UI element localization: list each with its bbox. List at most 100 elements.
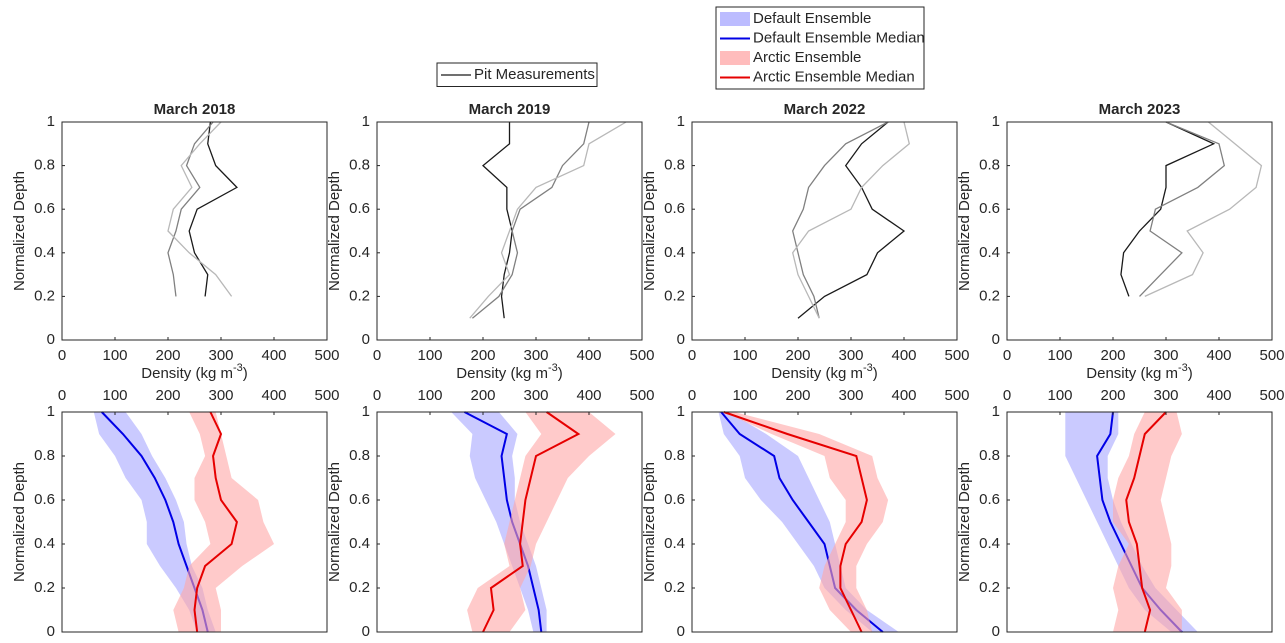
x-tick-label: 100: [732, 387, 757, 404]
x-tick-label: 100: [1047, 387, 1072, 404]
y-tick-label: 0.8: [664, 447, 685, 464]
y-tick-label: 0.6: [979, 200, 1000, 217]
x-tick-label: 200: [470, 347, 495, 364]
x-tick-label: 500: [944, 347, 969, 364]
axes-box: [61, 121, 328, 341]
y-tick-label: 1: [677, 403, 685, 420]
y-tick-label: 0.2: [349, 287, 370, 304]
y-tick-label: 0.4: [664, 535, 685, 552]
axes-box: [61, 411, 328, 633]
x-tick-label: 300: [1153, 387, 1178, 404]
y-tick-label: 0: [677, 623, 685, 640]
x-tick-label: 200: [155, 347, 180, 364]
y-tick-label: 0.6: [664, 491, 685, 508]
x-tick-label: 200: [470, 387, 495, 404]
y-tick-label: 0.4: [979, 535, 1000, 552]
x-tick-label: 100: [102, 347, 127, 364]
ensemble-band: [723, 412, 889, 632]
y-tick-label: 1: [677, 113, 685, 130]
panel-title: March 2018: [154, 101, 236, 118]
x-tick-label: 200: [1100, 387, 1125, 404]
y-axis-label: Normalized Depth: [641, 171, 658, 291]
axes-box: [1006, 411, 1273, 633]
y-tick-label: 0.4: [34, 535, 55, 552]
median-line: [193, 411, 238, 633]
y-axis-label: Normalized Depth: [326, 462, 343, 582]
x-tick-label: 300: [838, 387, 863, 404]
pit-line: [167, 121, 214, 297]
y-tick-label: 0: [362, 623, 370, 640]
legend-swatch: [720, 51, 750, 65]
y-tick-label: 0: [677, 331, 685, 348]
y-tick-label: 0.6: [664, 200, 685, 217]
x-tick-label: 0: [688, 347, 696, 364]
x-label-sup: -3: [233, 362, 243, 374]
x-label-end: ): [873, 365, 878, 382]
x-tick-label: 500: [629, 347, 654, 364]
y-tick-label: 0.4: [349, 535, 370, 552]
x-tick-label: 400: [891, 387, 916, 404]
pit-line: [791, 121, 911, 319]
y-tick-label: 0.8: [979, 157, 1000, 174]
x-tick-label: 500: [1259, 387, 1284, 404]
y-axis-label: Normalized Depth: [956, 171, 973, 291]
y-tick-label: 0: [362, 331, 370, 348]
x-tick-label: 400: [1206, 347, 1231, 364]
legend-label: Default Ensemble Median: [753, 29, 925, 46]
x-tick-label: 100: [1047, 347, 1072, 364]
y-tick-label: 0.2: [664, 287, 685, 304]
y-tick-label: 0.4: [349, 244, 370, 261]
x-tick-label: 200: [1100, 347, 1125, 364]
y-tick-label: 0.8: [979, 447, 1000, 464]
x-tick-label: 300: [208, 347, 233, 364]
legend-swatch: [720, 12, 750, 26]
x-axis-label: Density (kg m-3): [1086, 362, 1192, 382]
axes-box: [1006, 121, 1273, 341]
x-tick-label: 200: [785, 347, 810, 364]
ensemble-band: [467, 412, 616, 632]
y-axis-label: Normalized Depth: [326, 171, 343, 291]
x-tick-label: 0: [373, 387, 381, 404]
x-label-text: Density (kg m: [1086, 365, 1178, 382]
x-tick-label: 300: [838, 347, 863, 364]
y-tick-label: 0.2: [979, 579, 1000, 596]
ensemble-band: [173, 412, 274, 632]
legend-label: Arctic Ensemble Median: [753, 68, 915, 85]
x-tick-label: 200: [785, 387, 810, 404]
x-label-text: Density (kg m: [456, 365, 548, 382]
y-tick-label: 0.8: [664, 157, 685, 174]
median-line: [723, 411, 868, 633]
y-tick-label: 1: [362, 403, 370, 420]
ensemble-band: [1113, 412, 1182, 632]
y-tick-label: 0.8: [349, 157, 370, 174]
axes-box: [691, 411, 958, 633]
x-label-text: Density (kg m: [141, 365, 233, 382]
y-tick-label: 1: [47, 113, 55, 130]
y-tick-label: 0.2: [34, 579, 55, 596]
pit-line: [188, 121, 238, 297]
x-tick-label: 300: [1153, 347, 1178, 364]
x-axis-label: Density (kg m-3): [771, 362, 877, 382]
y-tick-label: 0: [47, 623, 55, 640]
axes-box: [376, 411, 643, 633]
ensemble-band: [93, 412, 216, 632]
y-axis-label: Normalized Depth: [956, 462, 973, 582]
x-tick-label: 500: [314, 387, 339, 404]
y-tick-label: 0.6: [349, 491, 370, 508]
y-axis-label: Normalized Depth: [11, 462, 28, 582]
x-tick-label: 200: [155, 387, 180, 404]
x-tick-label: 400: [1206, 387, 1231, 404]
x-tick-label: 300: [523, 387, 548, 404]
x-tick-label: 400: [261, 387, 286, 404]
y-tick-label: 0.6: [349, 200, 370, 217]
y-tick-label: 1: [362, 113, 370, 130]
y-tick-label: 0: [47, 331, 55, 348]
x-label-end: ): [558, 365, 563, 382]
x-label-sup: -3: [863, 362, 873, 374]
x-tick-label: 0: [58, 387, 66, 404]
x-axis-label: Density (kg m-3): [456, 362, 562, 382]
y-tick-label: 0.4: [664, 244, 685, 261]
x-label-text: Density (kg m: [771, 365, 863, 382]
pit-line: [792, 121, 889, 319]
y-axis-label: Normalized Depth: [11, 171, 28, 291]
